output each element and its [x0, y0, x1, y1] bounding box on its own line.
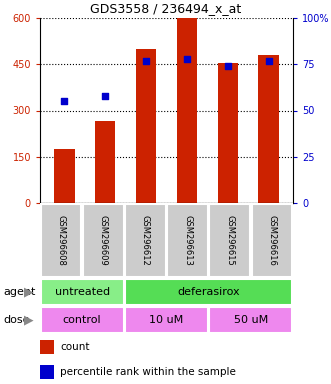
Point	[62, 98, 67, 104]
Bar	[40, 340, 54, 354]
Text: 50 uM: 50 uM	[234, 315, 268, 325]
Bar	[125, 279, 292, 305]
Bar	[177, 18, 197, 203]
Text: 10 uM: 10 uM	[149, 315, 184, 325]
Bar	[210, 204, 250, 277]
Text: GDS3558 / 236494_x_at: GDS3558 / 236494_x_at	[90, 3, 241, 15]
Bar	[41, 307, 123, 333]
Bar	[217, 63, 238, 203]
Text: deferasirox: deferasirox	[177, 287, 240, 297]
Bar	[136, 49, 156, 203]
Text: GSM296616: GSM296616	[267, 215, 276, 266]
Text: agent: agent	[3, 287, 36, 297]
Text: untreated: untreated	[55, 287, 110, 297]
Bar	[258, 55, 279, 203]
Bar	[54, 149, 75, 203]
Text: dose: dose	[3, 315, 30, 325]
Bar	[252, 204, 292, 277]
Text: ▶: ▶	[24, 285, 34, 298]
Text: count: count	[60, 342, 90, 352]
Text: GSM296612: GSM296612	[141, 215, 150, 266]
Text: control: control	[63, 315, 102, 325]
Point	[103, 93, 108, 99]
Point	[184, 56, 190, 62]
Point	[225, 63, 230, 69]
Bar	[83, 204, 123, 277]
Text: GSM296615: GSM296615	[225, 215, 234, 266]
Bar	[167, 204, 208, 277]
Bar	[125, 204, 166, 277]
Bar	[125, 307, 208, 333]
Bar	[95, 121, 116, 203]
Text: percentile rank within the sample: percentile rank within the sample	[60, 367, 236, 377]
Point	[266, 58, 271, 64]
Bar	[41, 279, 123, 305]
Bar	[40, 365, 54, 379]
Text: GSM296613: GSM296613	[183, 215, 192, 266]
Bar	[210, 307, 292, 333]
Point	[143, 58, 149, 64]
Text: ▶: ▶	[24, 313, 34, 326]
Bar	[41, 204, 81, 277]
Text: GSM296609: GSM296609	[99, 215, 108, 266]
Text: GSM296608: GSM296608	[57, 215, 66, 266]
